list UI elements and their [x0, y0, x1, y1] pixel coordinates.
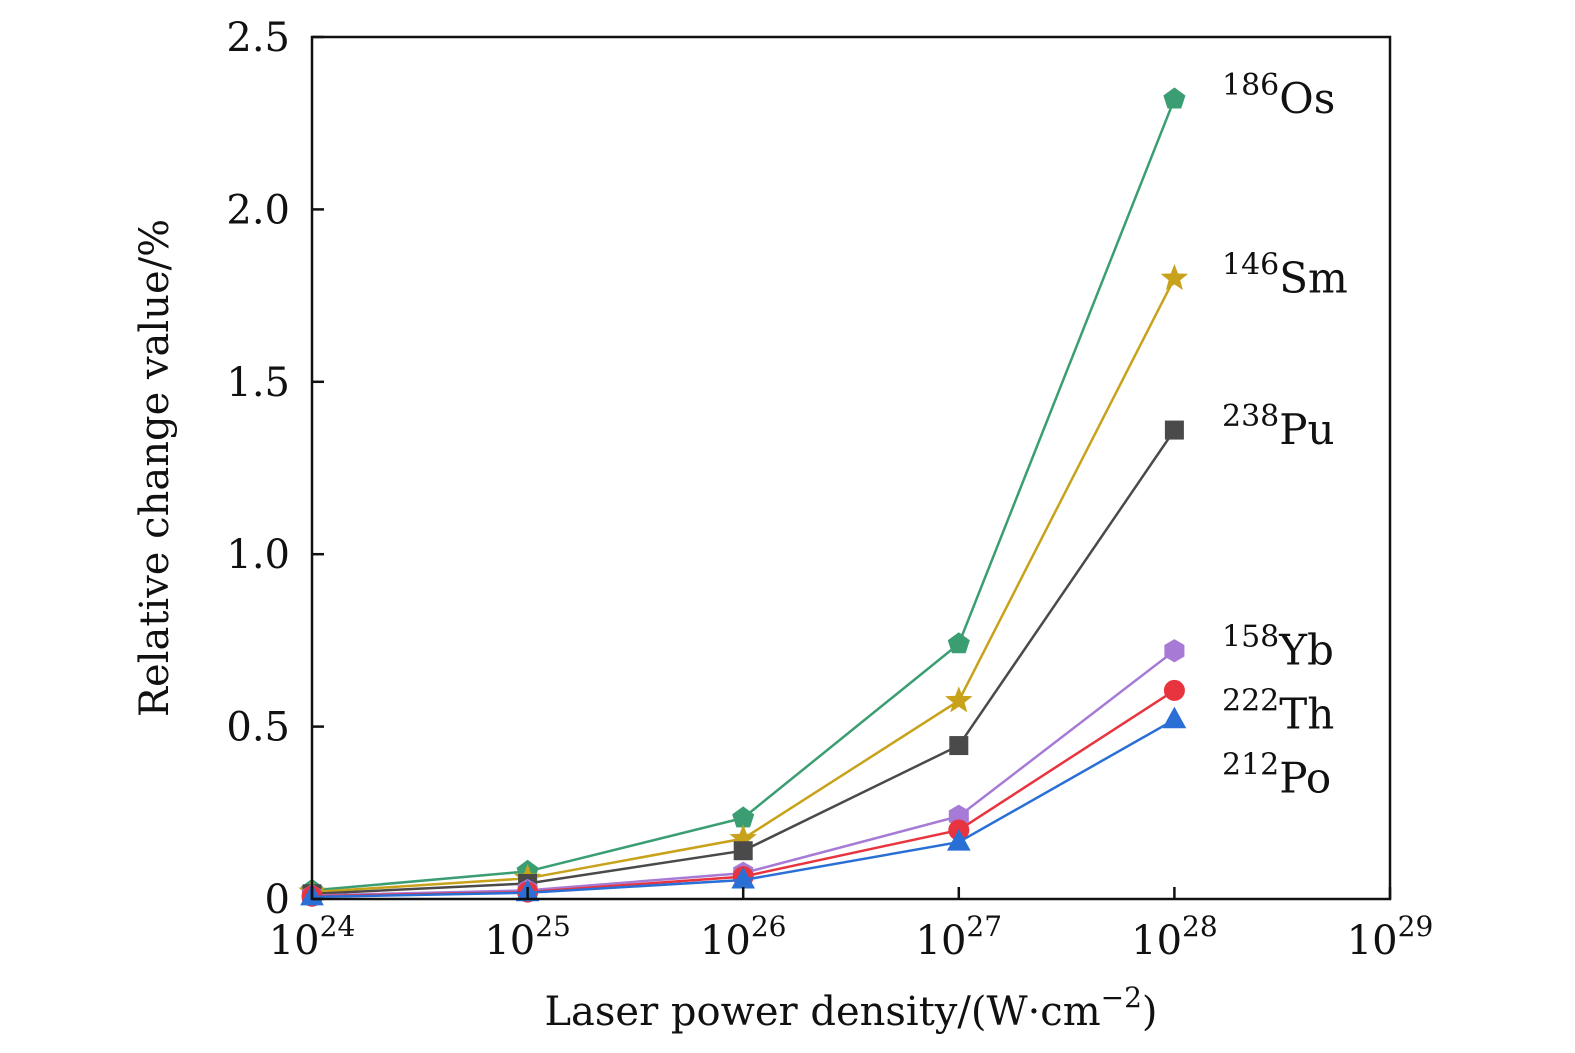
y-tick-label: 2.0: [226, 187, 290, 233]
series-label-mass: 158: [1222, 620, 1279, 655]
data-point-star: [1160, 263, 1189, 291]
series-label-mass: 222: [1222, 684, 1279, 719]
y-tick-label: 1.5: [226, 360, 290, 406]
series-label: 146Sm: [1222, 247, 1348, 302]
data-point-hexagon: [1164, 639, 1185, 663]
y-tick-label: 2.5: [226, 15, 290, 61]
series-layer: [298, 87, 1189, 908]
series-po: [300, 706, 1187, 906]
data-point-square: [733, 841, 753, 861]
data-point-square: [949, 736, 969, 756]
series-label: 158Yb: [1222, 620, 1334, 675]
x-tick-base: 10: [700, 918, 751, 964]
data-point-triangle: [1162, 706, 1187, 729]
x-tick-label: 1024: [269, 910, 356, 964]
plot-frame: [310, 35, 1392, 901]
series-label-mass: 212: [1222, 748, 1279, 783]
series-label: 222Th: [1222, 684, 1334, 739]
data-point-circle: [1163, 679, 1185, 701]
data-point-pentagon: [732, 806, 755, 828]
x-axis-title-main: Laser power density/(W·cm: [544, 989, 1100, 1035]
data-point-pentagon: [1163, 87, 1186, 109]
x-tick-base: 10: [269, 918, 320, 964]
y-tick-label: 0.5: [226, 705, 290, 751]
x-tick-exponent: 25: [535, 910, 571, 943]
series-line: [311, 277, 1176, 894]
x-tick-label: 1026: [700, 910, 787, 964]
data-point-square: [1164, 420, 1184, 440]
series-label-mass: 238: [1222, 399, 1279, 434]
series-label-symbol: Os: [1279, 74, 1335, 123]
x-tick-label: 1027: [916, 910, 1003, 964]
y-tick-label: 0: [265, 877, 290, 923]
series-line: [311, 98, 1176, 892]
series-label-symbol: Th: [1279, 690, 1334, 739]
x-tick-exponent: 24: [320, 910, 356, 943]
series-label-symbol: Po: [1279, 754, 1331, 803]
y-tick-label: 1.0: [226, 532, 290, 578]
x-tick-exponent: 28: [1182, 910, 1218, 943]
x-tick-exponent: 27: [966, 910, 1002, 943]
series-os: [300, 87, 1186, 900]
x-tick-label: 1025: [484, 910, 571, 964]
data-point-pentagon: [947, 632, 970, 654]
x-tick-label: 1028: [1131, 910, 1218, 964]
series-label-symbol: Sm: [1279, 253, 1348, 302]
x-tick-base: 10: [484, 918, 535, 964]
data-point-star: [945, 686, 973, 713]
x-axis-title-end: ): [1142, 989, 1158, 1035]
x-tick-base: 10: [916, 918, 967, 964]
x-axis-title-sup: −2: [1101, 981, 1142, 1014]
series-label-symbol: Pu: [1279, 405, 1334, 454]
x-axis-title: Laser power density/(W·cm−2): [544, 981, 1157, 1035]
series-label: 238Pu: [1222, 399, 1335, 454]
x-tick-label: 1029: [1347, 910, 1434, 964]
x-tick-exponent: 29: [1398, 910, 1434, 943]
x-tick-exponent: 26: [751, 910, 787, 943]
series-label-symbol: Yb: [1278, 626, 1334, 675]
series-label: 212Po: [1222, 748, 1331, 803]
series-label-mass: 186: [1222, 68, 1279, 103]
x-tick-base: 10: [1131, 918, 1182, 964]
x-tick-base: 10: [1347, 918, 1398, 964]
series-label-mass: 146: [1222, 247, 1279, 282]
data-point-triangle: [946, 829, 971, 851]
y-axis-title: Relative change value/%: [132, 219, 178, 717]
series-label: 186Os: [1222, 68, 1335, 123]
